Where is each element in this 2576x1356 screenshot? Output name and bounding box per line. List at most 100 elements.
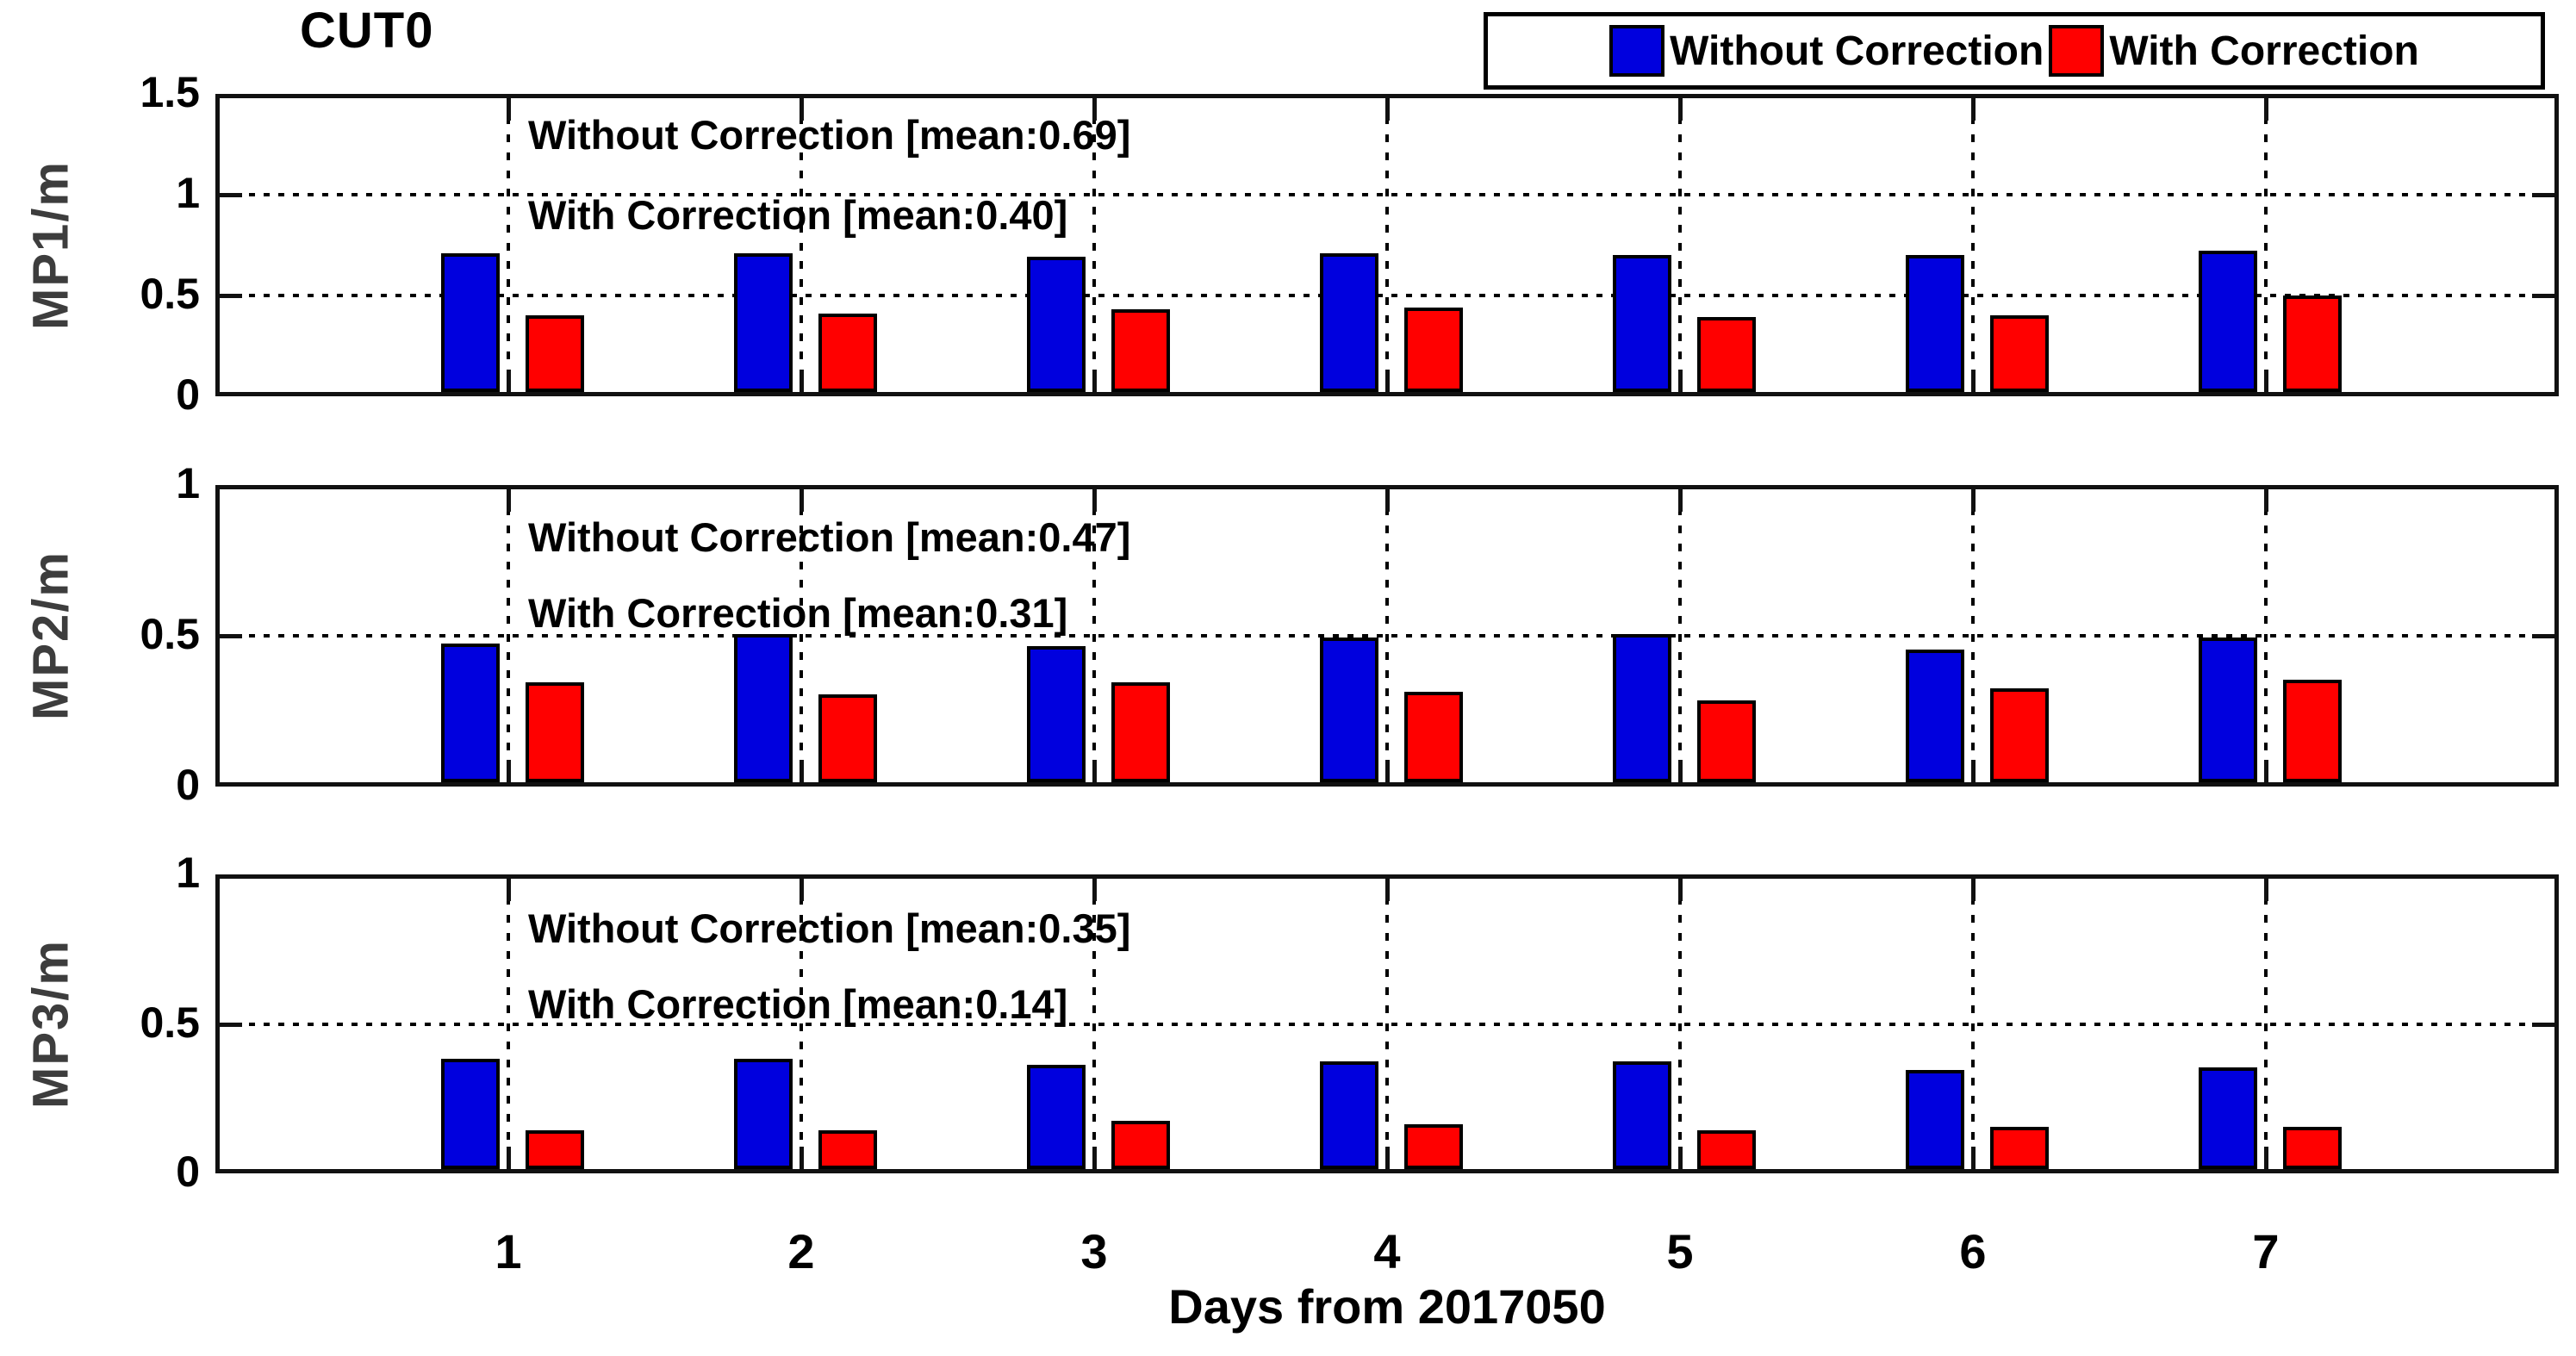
bar-with-correction-day-4 xyxy=(1404,1124,1463,1169)
gridline-x-4 xyxy=(1385,879,1389,1169)
y-axis-label-mp2-m: MP2/m xyxy=(22,550,79,721)
annotation-mp1-m-line2: With Correction [mean:0.40] xyxy=(528,192,1068,238)
x-tick-top-4 xyxy=(1385,98,1390,121)
gridline-x-7 xyxy=(2264,879,2268,1169)
x-tick-top-4 xyxy=(1385,879,1390,901)
bar-without-correction-day-3 xyxy=(1027,257,1086,392)
x-tick-bottom-7 xyxy=(2264,760,2268,782)
x-tick-bottom-4 xyxy=(1385,760,1390,782)
x-tick-bottom-6 xyxy=(1971,1147,1976,1169)
bar-with-correction-day-5 xyxy=(1697,317,1756,392)
x-tick-top-6 xyxy=(1971,489,1976,512)
bar-without-correction-day-5 xyxy=(1613,1061,1671,1169)
bar-without-correction-day-2 xyxy=(734,634,793,782)
gridline-x-5 xyxy=(1678,879,1682,1169)
x-tick-label-6: 6 xyxy=(1959,1224,1987,1278)
x-tick-top-1 xyxy=(507,879,511,901)
x-tick-top-4 xyxy=(1385,489,1390,512)
x-tick-top-2 xyxy=(800,489,804,512)
x-tick-bottom-6 xyxy=(1971,370,1976,392)
annotation-mp1-m-line1: Without Correction [mean:0.69] xyxy=(528,112,1131,158)
bar-without-correction-day-4 xyxy=(1320,638,1378,782)
y-tick-label-mp3-m-0: 0 xyxy=(176,1148,200,1196)
gridline-x-1 xyxy=(507,489,510,782)
y-tick-label-mp3-m-0.5: 0.5 xyxy=(140,998,200,1047)
annotation-mp2-m-line2: With Correction [mean:0.31] xyxy=(528,590,1068,636)
bar-with-correction-day-5 xyxy=(1697,700,1756,782)
x-axis-label: Days from 2017050 xyxy=(1168,1279,1606,1334)
legend-swatch-with-correction xyxy=(2049,25,2105,77)
y-tick-label-mp2-m-0.5: 0.5 xyxy=(140,610,200,658)
x-tick-top-3 xyxy=(1092,489,1097,512)
gridline-x-6 xyxy=(1971,879,1975,1169)
x-tick-bottom-7 xyxy=(2264,370,2268,392)
x-tick-top-7 xyxy=(2264,98,2268,121)
y-tick-left-0.5 xyxy=(220,634,242,638)
legend: Without Correction With Correction xyxy=(1484,12,2545,90)
bar-with-correction-day-6 xyxy=(1990,1127,2049,1169)
annotation-mp3-m-line2: With Correction [mean:0.14] xyxy=(528,981,1068,1027)
x-tick-bottom-3 xyxy=(1092,370,1097,392)
bar-without-correction-day-4 xyxy=(1320,253,1378,392)
bar-with-correction-day-2 xyxy=(818,694,877,782)
y-axis-label-mp3-m: MP3/m xyxy=(22,939,79,1109)
gridline-x-7 xyxy=(2264,489,2268,782)
gridline-x-7 xyxy=(2264,98,2268,392)
x-tick-bottom-1 xyxy=(507,370,511,392)
x-tick-top-2 xyxy=(800,98,804,121)
bar-without-correction-day-2 xyxy=(734,253,793,392)
gridline-x-1 xyxy=(507,98,510,392)
bar-with-correction-day-1 xyxy=(526,682,584,782)
bar-with-correction-day-1 xyxy=(526,315,584,392)
x-tick-label-2: 2 xyxy=(787,1224,815,1278)
x-tick-label-5: 5 xyxy=(1666,1224,1694,1278)
annotation-mp2-m-line1: Without Correction [mean:0.47] xyxy=(528,514,1131,560)
x-tick-bottom-2 xyxy=(800,1147,804,1169)
x-tick-bottom-3 xyxy=(1092,760,1097,782)
gridline-x-5 xyxy=(1678,489,1682,782)
gridline-x-1 xyxy=(507,879,510,1169)
x-tick-bottom-5 xyxy=(1678,370,1683,392)
subplot-mp1-m: Without Correction [mean:0.69] With Corre… xyxy=(215,94,2559,396)
x-tick-top-1 xyxy=(507,489,511,512)
x-tick-label-4: 4 xyxy=(1373,1224,1401,1278)
bar-with-correction-day-2 xyxy=(818,1130,877,1169)
legend-label-with-correction: With Correction xyxy=(2109,28,2419,74)
y-axis-label-mp1-m: MP1/m xyxy=(22,160,79,330)
bar-without-correction-day-1 xyxy=(441,1059,500,1169)
annotation-mp3-m-line1: Without Correction [mean:0.35] xyxy=(528,905,1131,951)
bar-with-correction-day-7 xyxy=(2283,680,2342,782)
x-tick-top-5 xyxy=(1678,98,1683,121)
y-tick-label-mp1-m-1.5: 1.5 xyxy=(140,68,200,116)
y-tick-right-0.5 xyxy=(2532,294,2554,298)
y-tick-label-mp3-m-1: 1 xyxy=(176,849,200,897)
legend-swatch-without-correction xyxy=(1609,25,1665,77)
x-tick-bottom-6 xyxy=(1971,760,1976,782)
bar-with-correction-day-7 xyxy=(2283,295,2342,392)
x-tick-top-1 xyxy=(507,98,511,121)
y-tick-right-0.5 xyxy=(2532,1022,2554,1027)
bar-without-correction-day-7 xyxy=(2199,638,2257,782)
x-tick-bottom-2 xyxy=(800,760,804,782)
bar-with-correction-day-6 xyxy=(1990,688,2049,782)
bar-with-correction-day-5 xyxy=(1697,1130,1756,1169)
x-tick-top-6 xyxy=(1971,98,1976,121)
bar-without-correction-day-6 xyxy=(1906,1070,1964,1169)
y-tick-label-mp1-m-0.5: 0.5 xyxy=(140,270,200,318)
bar-with-correction-day-3 xyxy=(1111,1121,1170,1169)
bar-with-correction-day-3 xyxy=(1111,309,1170,392)
x-tick-bottom-4 xyxy=(1385,370,1390,392)
x-tick-top-6 xyxy=(1971,879,1976,901)
y-tick-label-mp1-m-1: 1 xyxy=(176,169,200,217)
x-tick-top-3 xyxy=(1092,879,1097,901)
bar-without-correction-day-7 xyxy=(2199,1067,2257,1169)
bar-with-correction-day-1 xyxy=(526,1130,584,1169)
gridline-x-6 xyxy=(1971,98,1975,392)
bar-without-correction-day-1 xyxy=(441,253,500,392)
y-tick-right-0.5 xyxy=(2532,634,2554,638)
x-tick-top-7 xyxy=(2264,489,2268,512)
bar-without-correction-day-3 xyxy=(1027,646,1086,782)
y-tick-label-mp2-m-1: 1 xyxy=(176,459,200,507)
x-tick-bottom-4 xyxy=(1385,1147,1390,1169)
